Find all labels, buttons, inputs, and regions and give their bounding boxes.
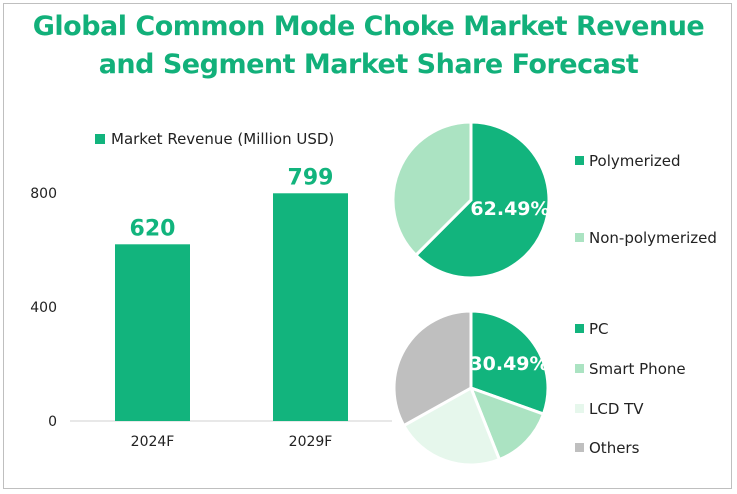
- pie-slice-polymerized: [413, 120, 551, 280]
- pie-slice-others: [392, 309, 473, 428]
- pie-slice-non-polymerized: [391, 120, 473, 258]
- x-tick-label: 2029F: [289, 434, 333, 450]
- legend-label: Non-polymerized: [589, 229, 717, 247]
- legend-swatch-revenue: [95, 134, 105, 144]
- legend-swatch: [575, 443, 584, 452]
- pie-data-label: 62.49%: [470, 198, 549, 220]
- legend-swatch: [575, 324, 584, 333]
- x-tick-label: 2024F: [131, 434, 175, 450]
- pie-slice-pc: [469, 309, 550, 416]
- legend-label: PC: [589, 320, 609, 338]
- title-line-1: Global Common Mode Choke Market Revenue: [32, 11, 705, 42]
- pie-data-label: 30.49%: [469, 353, 548, 375]
- chart-frame: [3, 3, 732, 489]
- legend-label: Others: [589, 439, 640, 457]
- legend-label-revenue: Market Revenue (Million USD): [111, 130, 334, 148]
- bar-value-label: 620: [130, 216, 176, 241]
- y-tick-label: 800: [30, 186, 57, 202]
- legend-label: LCD TV: [589, 400, 644, 418]
- bar-2024F: [115, 244, 190, 421]
- bar-value-label: 799: [288, 165, 334, 190]
- legend-label: Smart Phone: [589, 360, 686, 378]
- y-tick-label: 0: [48, 414, 57, 430]
- legend-swatch: [575, 156, 584, 165]
- product-type-pie: 62.49%: [391, 120, 551, 280]
- title-line-2: and Segment Market Share Forecast: [98, 49, 639, 80]
- revenue-bar-chart: Market Revenue (Million USD) 0 400 800 620 2…: [30, 130, 392, 450]
- chart-title: Global Common Mode Choke Market Revenue …: [0, 8, 737, 84]
- application-pie: 30.49%: [392, 309, 550, 467]
- legend-swatch: [575, 364, 584, 373]
- legend-swatch: [575, 404, 584, 413]
- legend-label: Polymerized: [589, 152, 681, 170]
- legend-swatch: [575, 233, 584, 242]
- pie-legends: Polymerized Non-polymerized PC Smart Phone L…: [575, 152, 717, 457]
- bar-2029F: [273, 193, 348, 421]
- y-tick-label: 400: [30, 300, 57, 316]
- pie-slice-lcd-tv: [401, 385, 502, 467]
